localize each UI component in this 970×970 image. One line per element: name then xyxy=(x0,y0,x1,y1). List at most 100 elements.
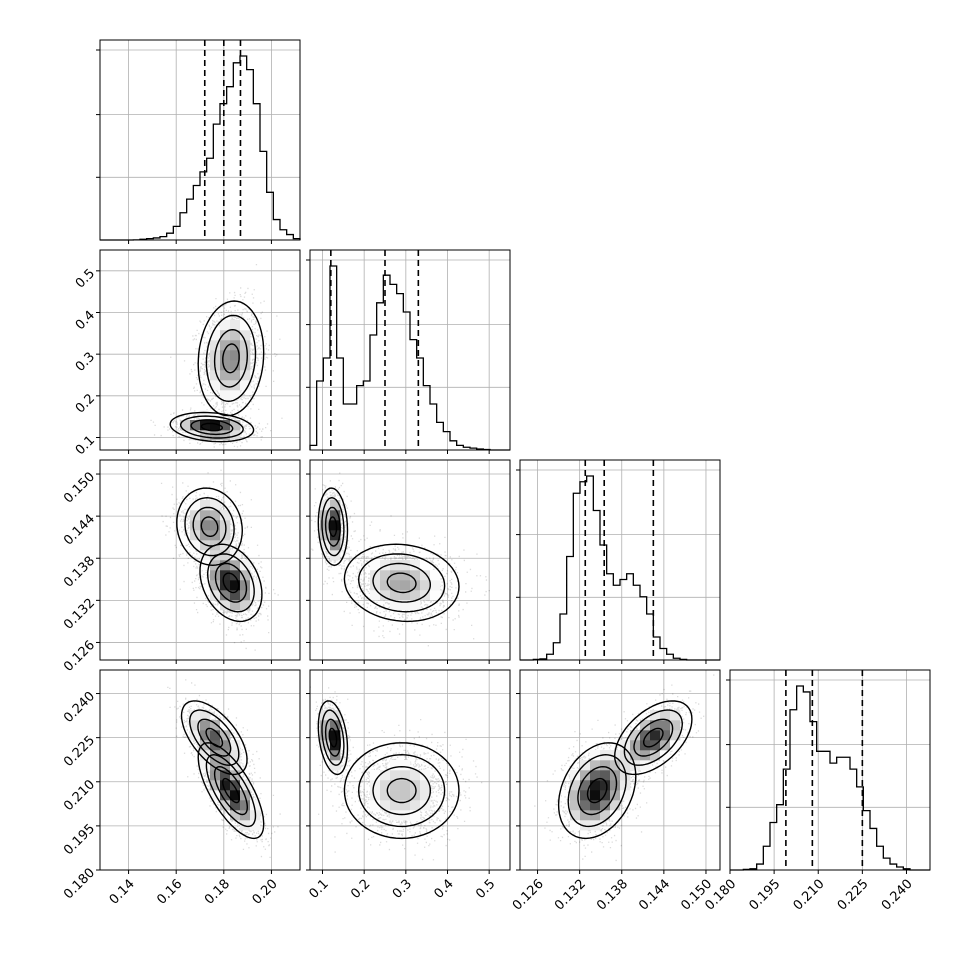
density-panel-1-3 xyxy=(309,669,511,871)
density-cell xyxy=(610,800,621,811)
density-cell xyxy=(230,580,241,591)
density-cell xyxy=(390,600,401,611)
contour-line xyxy=(222,777,240,804)
density-cell xyxy=(620,760,631,771)
contour-line xyxy=(197,718,232,757)
density-cell xyxy=(220,510,231,521)
contour-line xyxy=(213,328,249,388)
contour-line xyxy=(176,487,244,567)
density-cell xyxy=(420,770,431,781)
density-cell xyxy=(400,570,411,581)
density-cell xyxy=(400,590,411,601)
y-tick-label: 0.144 xyxy=(61,512,98,549)
panel-frame xyxy=(519,669,721,871)
density-cell xyxy=(570,790,581,801)
density-cell xyxy=(400,760,411,771)
density-cell xyxy=(410,800,421,811)
density-cell xyxy=(190,710,201,721)
density-cell xyxy=(600,780,611,791)
density-cell xyxy=(240,350,251,361)
contour-line xyxy=(317,487,349,567)
density-cell xyxy=(240,330,251,341)
density-cell xyxy=(210,510,221,521)
density-cell xyxy=(590,760,601,771)
density-cell xyxy=(230,570,241,581)
density-cell xyxy=(210,340,221,351)
density-cell xyxy=(220,580,231,591)
density-cell xyxy=(590,790,601,801)
contour-line xyxy=(169,411,255,443)
density-cell xyxy=(370,580,381,591)
panel-frame xyxy=(99,39,301,241)
panel-frame xyxy=(99,459,301,661)
density-cell xyxy=(570,780,581,791)
density-cell xyxy=(200,750,211,761)
density-cell xyxy=(230,750,241,761)
panel-frame xyxy=(519,459,721,661)
density-cell xyxy=(670,730,681,741)
density-cell xyxy=(320,510,331,521)
y-tick-label: 0.132 xyxy=(61,596,98,633)
density-cell xyxy=(590,750,601,761)
density-cell xyxy=(200,710,211,721)
y-tick-label: 0.150 xyxy=(61,469,98,506)
density-cell xyxy=(380,790,391,801)
density-cell xyxy=(210,760,221,771)
x-tick-label: 0.20 xyxy=(250,877,281,908)
contour-line xyxy=(190,419,234,436)
x-tick-label: 0.18 xyxy=(202,877,233,908)
density-cell xyxy=(660,750,671,761)
density-cell xyxy=(230,740,241,751)
histogram-step-3 xyxy=(730,685,930,871)
density-cell xyxy=(230,370,241,381)
density-cell xyxy=(220,420,231,431)
contour-line xyxy=(343,543,460,623)
density-cell xyxy=(410,590,421,601)
contour-line xyxy=(324,506,341,547)
contour-line xyxy=(328,727,338,748)
density-cell xyxy=(230,760,241,771)
density-cell xyxy=(660,710,671,721)
density-cell xyxy=(230,320,241,331)
density-panel-0-3 xyxy=(99,669,301,871)
density-cell xyxy=(220,600,231,611)
panel-content xyxy=(100,460,300,660)
density-cell xyxy=(200,500,211,511)
histogram-step-0 xyxy=(100,55,301,241)
density-cell xyxy=(430,590,441,601)
density-cell xyxy=(610,810,621,821)
density-cell xyxy=(380,780,391,791)
y-tick-label: 0.240 xyxy=(61,689,98,726)
density-cell xyxy=(230,560,241,571)
density-cell xyxy=(200,560,211,571)
density-cell xyxy=(580,800,591,811)
density-cell xyxy=(420,790,431,801)
density-cell xyxy=(200,720,211,731)
density-cell xyxy=(610,790,621,801)
density-cell xyxy=(640,720,651,731)
density-cell xyxy=(200,410,211,421)
density-cell xyxy=(390,770,401,781)
density-cell xyxy=(570,770,581,781)
density-cell xyxy=(620,790,631,801)
contour-line xyxy=(343,742,460,840)
density-cell xyxy=(570,800,581,811)
contour-line xyxy=(357,753,446,828)
scatter-points xyxy=(311,472,490,647)
density-cell xyxy=(230,800,241,811)
density-cell xyxy=(330,510,341,521)
density-cell xyxy=(610,760,621,771)
density-cell xyxy=(190,730,201,741)
density-cell xyxy=(220,430,231,441)
density-cell xyxy=(190,500,201,511)
density-cell xyxy=(240,340,251,351)
density-cell xyxy=(210,370,221,381)
contour-line xyxy=(372,765,432,816)
x-tick-label: 0.210 xyxy=(791,877,828,914)
density-cell xyxy=(390,580,401,591)
density-cell xyxy=(230,770,241,781)
panel-frame xyxy=(309,669,511,871)
panel-frame xyxy=(309,459,511,661)
density-cell xyxy=(230,350,241,361)
